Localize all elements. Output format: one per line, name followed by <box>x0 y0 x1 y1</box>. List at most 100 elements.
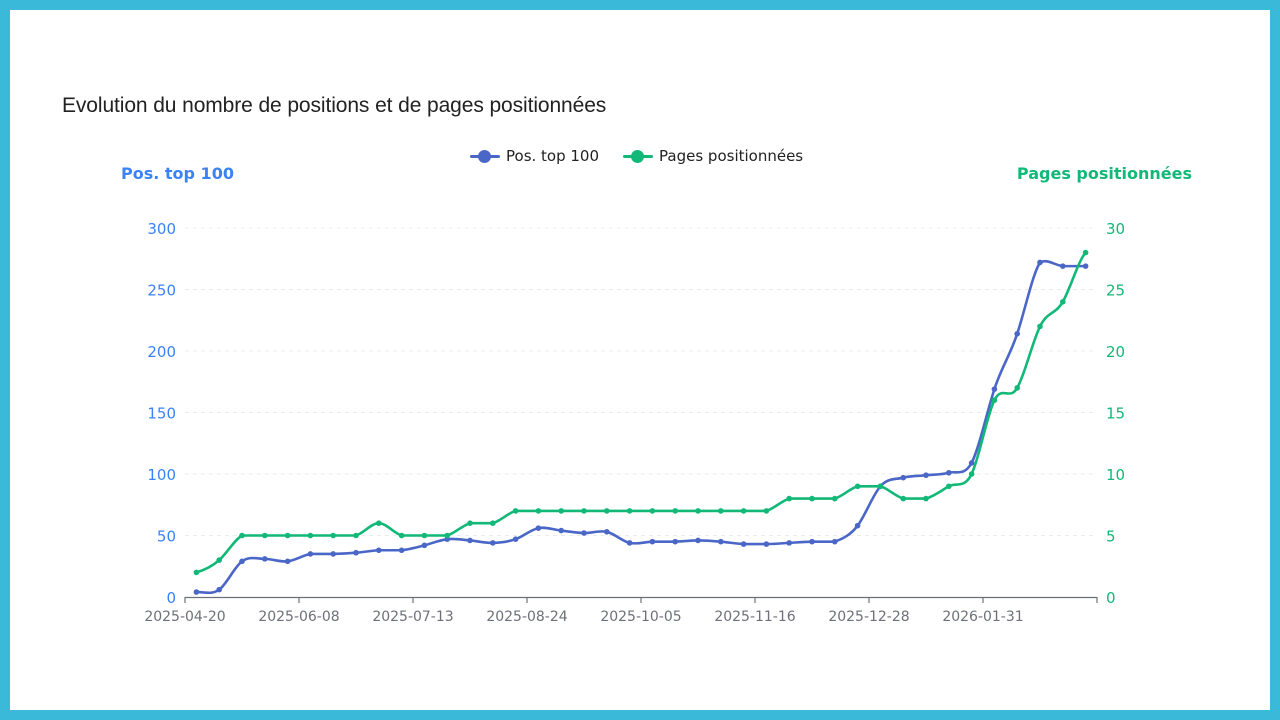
right-y-axis: 0 5 10 15 20 25 30 <box>1106 220 1125 607</box>
data-point <box>512 536 519 542</box>
data-point <box>832 538 838 545</box>
data-point <box>718 508 724 514</box>
data-point <box>239 532 245 539</box>
data-point <box>1014 330 1020 337</box>
data-point <box>467 520 473 526</box>
series-line <box>196 251 1087 574</box>
x-tick-label: 2025-08-24 <box>486 609 567 625</box>
chart-legend: Pos. top 100 Pages positionnées <box>470 147 803 165</box>
data-point <box>398 547 405 554</box>
data-point <box>718 538 724 545</box>
data-point <box>786 540 792 546</box>
series-pages-positionn-es <box>193 249 1089 576</box>
data-point <box>672 508 678 514</box>
right-y-tick-label: 0 <box>1106 589 1116 607</box>
data-point <box>1060 299 1066 305</box>
data-point <box>740 508 747 514</box>
data-point <box>262 556 268 562</box>
left-y-axis: 0 50 100 150 200 250 300 <box>147 220 176 607</box>
data-point <box>1037 323 1043 330</box>
data-point <box>900 495 906 502</box>
x-tick-label: 2025-04-20 <box>144 609 225 625</box>
chart-card <box>10 10 1270 710</box>
data-point <box>695 508 701 514</box>
right-y-tick-label: 30 <box>1106 220 1125 238</box>
data-point <box>1037 259 1043 266</box>
data-point <box>239 558 245 565</box>
data-point <box>284 558 291 565</box>
data-point <box>649 538 656 545</box>
data-point <box>330 532 337 539</box>
x-tick-label: 2026-01-31 <box>942 609 1023 625</box>
left-y-tick-label: 150 <box>147 405 176 423</box>
data-point <box>193 569 200 576</box>
grid-lines <box>185 227 1097 536</box>
data-point <box>604 508 610 514</box>
data-point <box>353 532 359 539</box>
data-point <box>581 530 587 536</box>
chart-series <box>193 249 1089 595</box>
x-tick-label: 2025-07-13 <box>372 609 453 625</box>
data-point <box>604 529 610 535</box>
left-y-tick-label: 0 <box>166 589 176 607</box>
data-point <box>1060 263 1066 269</box>
right-y-tick-label: 5 <box>1106 528 1116 546</box>
data-point <box>991 386 998 392</box>
line-marker-icon <box>470 149 500 163</box>
series-pos-top-100 <box>193 259 1089 595</box>
legend-item-pages-positionnees[interactable]: Pages positionnées <box>623 147 803 165</box>
data-point <box>421 542 428 549</box>
data-point <box>877 483 884 490</box>
data-point <box>193 589 200 595</box>
data-point <box>832 495 838 502</box>
data-point <box>809 495 815 502</box>
data-point <box>376 547 382 554</box>
data-point <box>490 520 496 526</box>
data-point <box>558 527 564 534</box>
data-point <box>467 537 473 544</box>
data-point <box>376 520 382 526</box>
left-y-tick-label: 300 <box>147 220 176 238</box>
series-line <box>196 259 1086 595</box>
data-point <box>535 508 542 514</box>
data-point <box>1014 385 1020 391</box>
data-point <box>307 532 314 539</box>
data-point <box>535 525 542 531</box>
data-point <box>284 532 291 539</box>
data-point <box>854 522 861 529</box>
data-point <box>216 586 222 593</box>
data-point <box>581 508 587 514</box>
left-y-tick-label: 250 <box>147 282 176 300</box>
data-point <box>991 397 998 404</box>
data-point <box>740 541 747 547</box>
data-point <box>763 508 770 514</box>
data-point <box>763 541 770 547</box>
data-point <box>695 537 701 544</box>
data-point <box>809 538 815 545</box>
data-point <box>216 557 222 563</box>
legend-label: Pages positionnées <box>659 147 804 165</box>
left-y-tick-label: 100 <box>147 466 176 484</box>
line-marker-icon <box>623 149 654 163</box>
legend-item-pos-top-100[interactable]: Pos. top 100 <box>470 147 599 165</box>
x-tick-label: 2025-06-08 <box>258 609 339 625</box>
x-tick-label: 2025-10-05 <box>600 609 681 625</box>
x-tick-label: 2025-12-28 <box>828 609 909 625</box>
x-tick-label: 2025-11-16 <box>714 609 795 625</box>
right-axis-title: Pages positionnées <box>1016 164 1192 183</box>
data-point <box>946 469 952 476</box>
data-point <box>558 508 564 514</box>
right-y-tick-label: 20 <box>1106 343 1125 361</box>
data-point <box>421 532 428 539</box>
data-point <box>398 532 405 539</box>
left-y-tick-label: 50 <box>157 528 176 546</box>
data-point <box>353 549 359 556</box>
legend-label: Pos. top 100 <box>506 147 600 165</box>
data-point <box>900 474 906 481</box>
right-y-tick-label: 10 <box>1106 466 1125 484</box>
data-point <box>1082 249 1089 256</box>
right-y-tick-label: 15 <box>1106 405 1125 423</box>
data-point <box>490 540 496 546</box>
data-point <box>307 551 314 557</box>
data-point <box>512 508 519 514</box>
